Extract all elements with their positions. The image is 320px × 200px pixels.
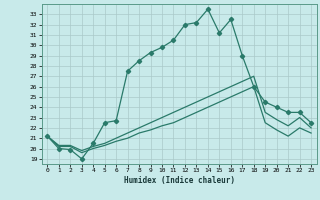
X-axis label: Humidex (Indice chaleur): Humidex (Indice chaleur) (124, 176, 235, 185)
